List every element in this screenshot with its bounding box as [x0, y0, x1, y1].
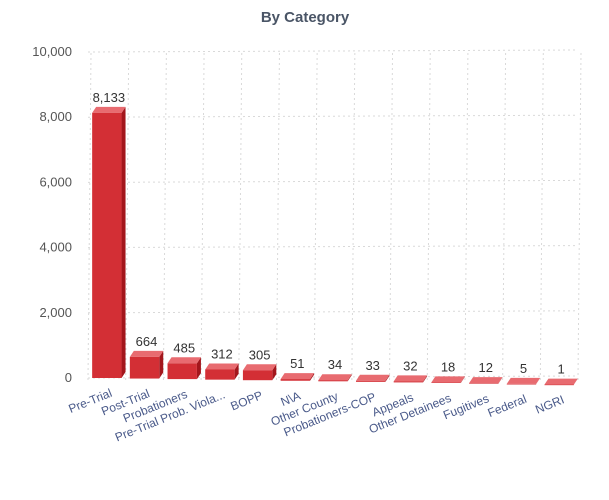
bar-side	[234, 363, 239, 380]
gridline-h	[87, 49, 579, 53]
bar-side	[347, 374, 352, 382]
bar-top	[393, 375, 428, 382]
bar-side	[536, 377, 541, 385]
x-axis: Pre-TrialPost-TrialProbationersPre-Trial…	[66, 386, 566, 445]
data-label: 32	[403, 358, 417, 373]
gridline-v	[389, 51, 394, 381]
data-label: 485	[173, 340, 195, 355]
gridline-v	[162, 51, 167, 381]
x-tick-label: Federal	[486, 392, 529, 420]
x-tick-label: BOPP	[229, 388, 265, 413]
bar[interactable]	[92, 112, 122, 378]
bar-side	[498, 377, 503, 384]
data-label: 12	[479, 360, 493, 375]
data-label: 34	[328, 357, 342, 372]
bar-side	[121, 106, 126, 378]
gridline-v	[238, 51, 243, 381]
gridline-v	[313, 51, 318, 381]
bar-top	[544, 378, 578, 385]
data-label: 1	[558, 362, 565, 377]
bar-side	[310, 373, 315, 381]
bar[interactable]	[506, 383, 537, 385]
bar[interactable]	[393, 381, 424, 383]
gridline-v	[200, 51, 205, 381]
bar-top	[129, 350, 164, 357]
gridline-h	[87, 310, 579, 314]
grid	[87, 49, 582, 381]
bar-top	[431, 376, 465, 383]
bar[interactable]	[129, 356, 160, 379]
bar-top	[506, 377, 541, 384]
bar-side	[460, 376, 465, 383]
gridline-v	[125, 51, 130, 381]
bar[interactable]	[318, 380, 348, 382]
y-tick-label: 0	[65, 370, 72, 385]
gridline-h	[87, 179, 579, 183]
bar-top	[92, 106, 126, 113]
chart-title: By Category	[261, 9, 350, 26]
bar-side	[573, 378, 578, 385]
bar[interactable]	[431, 382, 461, 383]
y-tick-label: 8,000	[39, 109, 72, 124]
bar-side	[196, 357, 201, 380]
gridline-h	[87, 114, 579, 118]
bar-top	[167, 357, 201, 364]
data-label: 5	[520, 361, 527, 376]
gridline-h	[87, 245, 579, 249]
gridline-v	[464, 51, 469, 381]
x-tick-label: N\A	[279, 389, 303, 409]
x-tick-label: NGRI	[533, 392, 566, 416]
data-label: 664	[136, 334, 158, 349]
bar[interactable]	[167, 363, 197, 380]
gridline-v	[275, 51, 280, 381]
bar-top	[469, 377, 503, 384]
data-label: 8,133	[93, 90, 126, 105]
bar-side	[159, 350, 164, 379]
bar-top	[242, 364, 277, 371]
data-label: 305	[249, 347, 271, 362]
gridline-v	[539, 51, 544, 381]
bar-top	[318, 374, 352, 381]
bar-side	[385, 374, 390, 382]
bar[interactable]	[469, 383, 499, 384]
gridline-v	[426, 51, 431, 381]
y-tick-label: 6,000	[39, 174, 72, 189]
y-tick-label: 2,000	[39, 305, 72, 320]
gridline-v	[87, 51, 92, 381]
bar[interactable]	[242, 370, 273, 381]
bar[interactable]	[205, 369, 235, 380]
bar[interactable]	[355, 380, 386, 382]
y-tick-label: 10,000	[32, 44, 72, 59]
y-tick-label: 4,000	[39, 240, 72, 255]
bar-top	[280, 373, 315, 380]
bar-top	[205, 363, 239, 370]
bar[interactable]	[280, 379, 311, 381]
y-axis: 0 2,000 4,000 6,000 8,000 10,000	[32, 44, 72, 385]
data-label: 18	[441, 359, 455, 374]
bar-side	[272, 364, 277, 381]
gridline-v	[577, 51, 582, 381]
bars	[92, 106, 578, 386]
gridline-v	[351, 51, 356, 381]
data-label: 312	[211, 346, 233, 361]
bar[interactable]	[544, 384, 574, 386]
data-label: 33	[365, 358, 379, 373]
bar-side	[423, 375, 428, 383]
bar-top	[355, 374, 390, 381]
data-label: 51	[290, 356, 304, 371]
gridline-v	[502, 51, 507, 381]
